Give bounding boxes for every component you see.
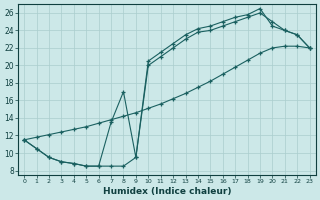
X-axis label: Humidex (Indice chaleur): Humidex (Indice chaleur) xyxy=(103,187,231,196)
